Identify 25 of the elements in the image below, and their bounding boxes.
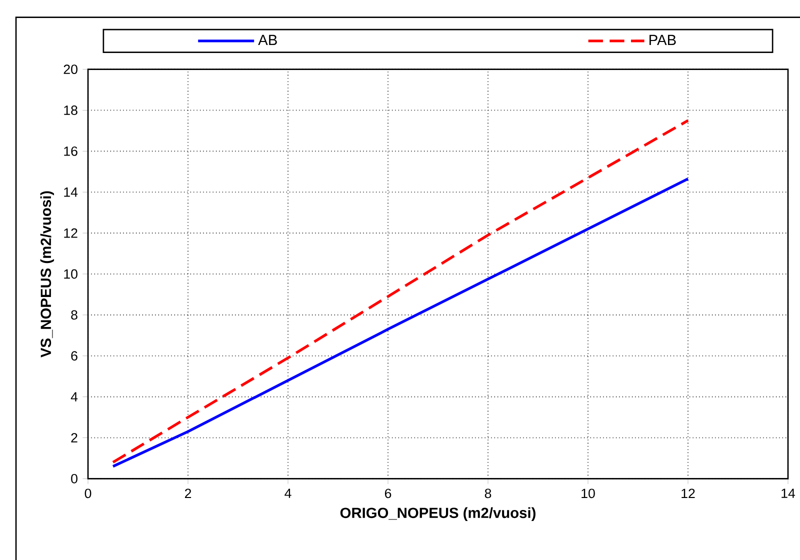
x-tick-label: 6 xyxy=(384,488,392,498)
legend-label: PAB xyxy=(650,34,676,45)
x-tick-label: 2 xyxy=(184,488,192,498)
y-tick-label: 18 xyxy=(64,106,78,115)
x-tick-label: 0 xyxy=(84,488,92,498)
y-tick-label: 12 xyxy=(64,228,78,238)
y-tick-label: 10 xyxy=(64,269,78,279)
y-tick-label: 6 xyxy=(71,351,78,361)
legend-label: AB xyxy=(258,34,277,45)
x-tick-label: 10 xyxy=(582,488,595,498)
x-tick-label: 12 xyxy=(682,488,695,498)
y-tick-label: 20 xyxy=(64,64,78,74)
x-axis-title: ORIGO_NOPEUS (m2/vuosi) xyxy=(340,507,536,521)
y-axis-title: VS_NOPEUS (m2/vuosi) xyxy=(40,191,54,358)
line-series xyxy=(112,119,690,464)
y-tick-label: 14 xyxy=(64,188,78,197)
line-series xyxy=(112,177,690,468)
y-tick-label: 2 xyxy=(71,433,78,442)
y-tick-label: 16 xyxy=(64,146,78,156)
y-tick-label: 8 xyxy=(71,310,78,320)
x-tick-label: 4 xyxy=(284,488,292,498)
x-tick-label: 14 xyxy=(782,488,796,498)
y-tick-label: 0 xyxy=(71,474,78,484)
y-tick-label: 4 xyxy=(70,392,78,402)
x-tick-label: 8 xyxy=(484,488,492,498)
